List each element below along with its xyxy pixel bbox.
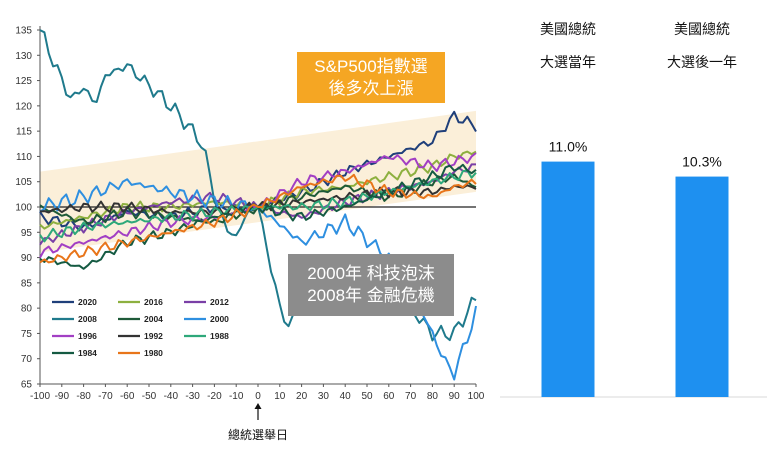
x-tick-label: 100	[468, 391, 485, 402]
x-tick-label: 60	[383, 391, 395, 402]
y-tick-label: 105	[15, 177, 32, 188]
y-tick-label: 135	[15, 26, 32, 37]
legend-label-2016: 2016	[144, 297, 163, 307]
line-chart-axes: 65707580859095100105110115120125130135-1…	[15, 26, 484, 443]
legend-label-2004: 2004	[144, 314, 163, 324]
x-tick-label: 30	[318, 391, 330, 402]
bar-category-label: 美國總統	[674, 21, 730, 37]
x-tick-label: 50	[361, 391, 373, 402]
legend-label-1984: 1984	[78, 348, 97, 358]
uptrend-band	[40, 110, 476, 253]
y-tick-label: 120	[15, 101, 32, 112]
x-tick-label: -70	[98, 391, 113, 402]
x-tick-label: -100	[30, 391, 50, 402]
x-tick-label: -40	[164, 391, 179, 402]
y-tick-label: 115	[16, 127, 32, 138]
x-tick-label: 80	[427, 391, 439, 402]
y-tick-label: 95	[21, 228, 33, 239]
bar-value-label: 10.3%	[682, 154, 722, 170]
y-tick-label: 80	[21, 304, 33, 315]
bar-category-label: 美國總統	[540, 21, 596, 37]
annotation-text-sp500: S&P500指數選	[314, 57, 427, 76]
y-tick-label: 130	[15, 51, 32, 62]
x-axis-label: 總統選舉日	[228, 427, 288, 442]
y-tick-label: 65	[21, 380, 33, 391]
legend: 2020 2016 2012 2008 2004 2000 1996 1992 1988 1984…	[52, 297, 229, 358]
x-tick-label: 40	[340, 391, 352, 402]
x-tick-label: 90	[449, 391, 461, 402]
legend-label-1996: 1996	[78, 331, 97, 341]
legend-label-2020: 2020	[78, 297, 97, 307]
bar-value-label: 11.0%	[549, 139, 588, 155]
x-tick-label: -20	[207, 391, 222, 402]
y-tick-label: 85	[21, 278, 33, 289]
legend-label-1992: 1992	[144, 331, 163, 341]
y-tick-label: 90	[21, 253, 33, 264]
annotation-box-crisis	[288, 254, 454, 316]
x-tick-label: -50	[142, 391, 157, 402]
x-tick-label: -90	[55, 391, 70, 402]
annotation-text-crisis: 2000年 科技泡沫	[307, 264, 435, 283]
x-tick-label: -60	[120, 391, 135, 402]
x-tick-label: -30	[185, 391, 200, 402]
legend-label-1980: 1980	[144, 348, 163, 358]
x-tick-label: 70	[405, 391, 417, 402]
annotation-box-sp500	[297, 52, 445, 103]
bar-1	[675, 176, 729, 397]
x-tick-label: -80	[76, 391, 91, 402]
y-tick-label: 100	[15, 203, 32, 214]
annotation-text-sp500: 後多次上漲	[329, 79, 414, 98]
series-line-1980	[39, 173, 477, 264]
annotation-text-crisis: 2008年 金融危機	[307, 286, 435, 305]
uptrend-band-layer	[40, 110, 476, 253]
x-tick-label: -10	[229, 391, 244, 402]
x-tick-label: 10	[274, 391, 286, 402]
bar-0	[541, 161, 595, 397]
y-tick-label: 110	[16, 152, 32, 163]
legend-label-2000: 2000	[210, 314, 229, 324]
bar-category-label: 大選後一年	[667, 54, 737, 70]
y-tick-label: 70	[21, 354, 33, 365]
legend-label-1988: 1988	[210, 331, 229, 341]
election-day-arrowhead	[254, 403, 262, 409]
x-tick-label: 20	[296, 391, 308, 402]
legend-label-2012: 2012	[210, 297, 229, 307]
y-tick-label: 125	[15, 76, 32, 87]
legend-label-2008: 2008	[78, 314, 97, 324]
y-tick-label: 75	[21, 329, 33, 340]
bar-category-label: 大選當年	[540, 54, 596, 70]
x-tick-label: 0	[255, 391, 261, 402]
